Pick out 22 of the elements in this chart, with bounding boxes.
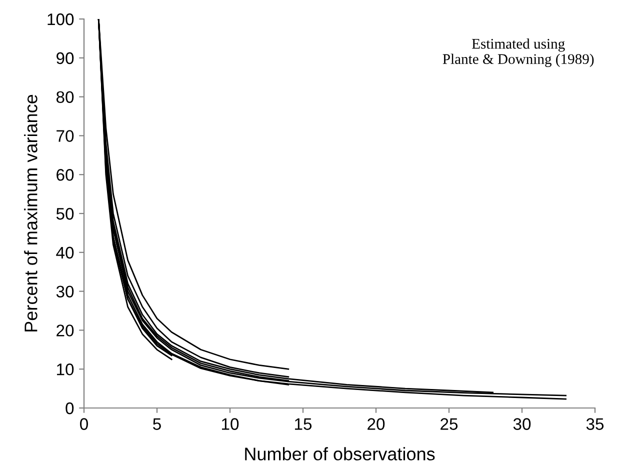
x-tick-label: 30 [513,418,531,430]
y-tick-label: 70 [56,130,74,142]
x-tick-label: 35 [586,418,604,430]
x-tick-label: 25 [440,418,458,430]
x-axis-title: Number of observations [245,447,435,460]
y-axis-title: Percent of maximum variance [24,94,38,332]
y-tick-label: 50 [56,208,74,220]
y-tick-label: 90 [56,52,74,64]
y-tick-label: 80 [56,91,74,104]
y-tick-label: 10 [57,364,74,376]
y-tick-label: 20 [56,324,74,336]
x-tick-label: 0 [80,418,88,430]
y-tick-label: 100 [48,13,74,26]
y-tick-label: 0 [66,402,74,414]
y-tick-label: 30 [56,286,74,298]
x-tick-label: 5 [153,418,161,430]
x-tick-label: 10 [222,418,239,430]
y-tick-label: 60 [56,169,74,181]
x-tick-label: 15 [295,418,312,430]
y-tick-label: 40 [56,246,74,259]
x-tick-label: 20 [368,418,385,430]
annotation: Estimated using Plante & Downing (1989) [442,38,594,68]
